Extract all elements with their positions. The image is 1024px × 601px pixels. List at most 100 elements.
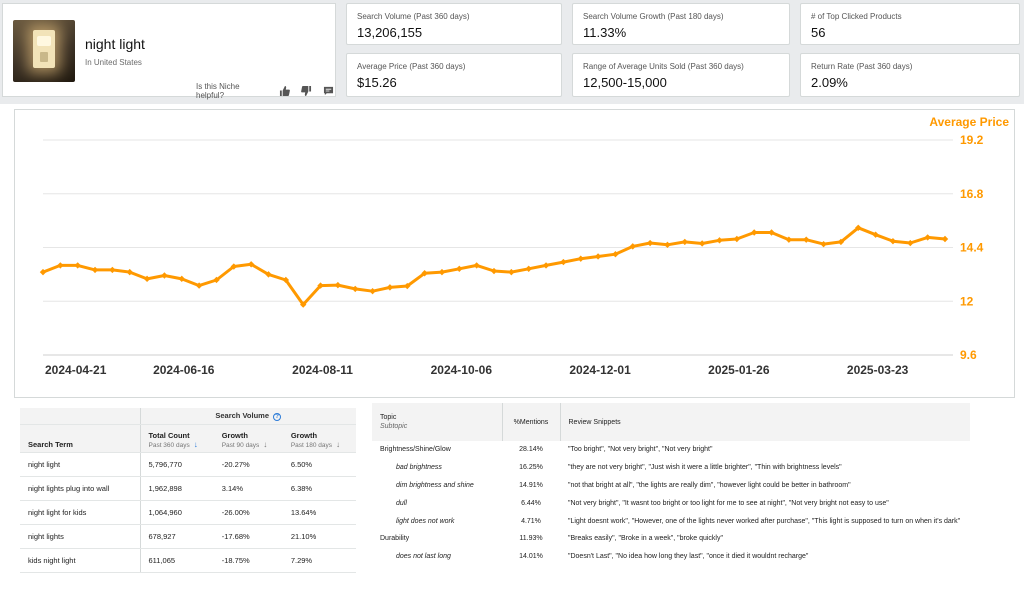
metric-value: 2.09% <box>811 75 848 90</box>
data-point[interactable] <box>143 275 151 283</box>
data-point[interactable] <box>438 268 446 276</box>
x-tick-label: 2024-12-01 <box>569 363 631 377</box>
data-point[interactable] <box>404 282 411 290</box>
data-point[interactable] <box>265 271 272 278</box>
data-point[interactable] <box>247 261 255 268</box>
metric-value: 11.33% <box>583 25 627 40</box>
data-point[interactable] <box>195 282 203 289</box>
data-point[interactable] <box>126 268 133 276</box>
x-tick-label: 2025-01-26 <box>708 363 770 377</box>
data-point[interactable] <box>109 266 116 274</box>
data-point[interactable] <box>716 237 723 244</box>
y-tick-label: 19.2 <box>960 133 984 147</box>
data-point[interactable] <box>456 265 463 272</box>
metric-label: Search Volume (Past 360 days) <box>357 12 470 21</box>
data-point[interactable] <box>508 268 515 276</box>
data-point[interactable] <box>161 272 168 279</box>
data-point[interactable] <box>768 229 775 236</box>
sort-down-icon[interactable]: ↓ <box>193 439 198 449</box>
table-row[interactable]: kids night light 611,065 -18.75% 7.29% <box>20 548 356 573</box>
data-point[interactable] <box>299 301 307 308</box>
metric-search-volume: Search Volume (Past 360 days) 13,206,155 <box>346 3 562 45</box>
growth-180-cell: 21.10% <box>282 524 356 549</box>
data-point[interactable] <box>577 255 584 262</box>
growth-90-cell: -26.00% <box>213 500 283 525</box>
data-point[interactable] <box>317 282 324 289</box>
mentions-cell: 4.71% <box>521 517 541 525</box>
niche-title: night light <box>85 36 145 52</box>
data-point[interactable] <box>820 240 827 248</box>
data-point[interactable] <box>473 262 480 269</box>
col-mentions[interactable]: %Mentions <box>501 403 561 441</box>
data-point[interactable] <box>74 262 81 269</box>
data-point[interactable] <box>629 243 636 250</box>
table-row[interactable]: night lights plug into wall 1,962,898 3.14… <box>20 476 356 501</box>
subtopic-row: dim brightness and shine 14.91% "not that … <box>372 477 970 495</box>
data-point[interactable] <box>594 253 602 260</box>
metric-label: Average Price (Past 360 days) <box>357 62 466 71</box>
topic-cell: Durability <box>380 535 410 543</box>
data-point[interactable] <box>282 276 290 284</box>
data-point[interactable] <box>178 275 185 283</box>
data-point[interactable] <box>386 284 394 291</box>
metric-units-sold-range: Range of Average Units Sold (Past 360 da… <box>572 53 790 97</box>
table-row[interactable]: night lights 678,927 -17.68% 21.10% <box>20 524 356 549</box>
sort-down-icon[interactable]: ↓ <box>263 439 268 449</box>
data-point[interactable] <box>698 240 706 247</box>
subtopic-row: bad brightness 16.25% "they are not very b… <box>372 459 970 477</box>
data-point[interactable] <box>230 263 238 270</box>
snippet-cell: "Too bright", "Not very bright", "Not ve… <box>568 446 713 454</box>
data-point[interactable] <box>352 285 359 293</box>
data-point[interactable] <box>837 238 845 246</box>
data-point[interactable] <box>681 238 689 246</box>
data-point[interactable] <box>612 251 619 258</box>
data-point[interactable] <box>803 236 810 243</box>
data-point[interactable] <box>91 266 99 274</box>
mentions-cell: 11.93% <box>519 535 543 543</box>
data-point[interactable] <box>750 229 758 236</box>
col-growth-180[interactable]: Growth Past 180 days ↓ <box>282 424 356 453</box>
data-point[interactable] <box>785 236 793 243</box>
data-point[interactable] <box>664 241 671 249</box>
data-point[interactable] <box>39 268 47 276</box>
help-icon[interactable]: ? <box>273 412 282 421</box>
data-point[interactable] <box>907 239 914 247</box>
thumbs-up-icon[interactable] <box>278 85 292 97</box>
y-tick-label: 9.6 <box>960 348 977 362</box>
col-topic: Topic Subtopic <box>372 403 502 441</box>
data-point[interactable] <box>334 281 342 289</box>
data-point[interactable] <box>889 238 897 245</box>
data-point[interactable] <box>490 267 498 275</box>
data-point[interactable] <box>421 270 428 277</box>
metric-average-price: Average Price (Past 360 days) $15.26 <box>346 53 562 97</box>
data-point[interactable] <box>525 265 532 272</box>
data-point[interactable] <box>855 224 862 231</box>
metric-value: 56 <box>811 25 826 40</box>
data-point[interactable] <box>646 239 654 247</box>
data-point[interactable] <box>560 258 567 266</box>
table-row[interactable]: night light for kids 1,064,960 -26.00% 13.6… <box>20 500 356 525</box>
data-point[interactable] <box>213 276 220 284</box>
total-count-cell: 611,065 <box>139 548 214 573</box>
series-line-average-price <box>42 226 946 307</box>
data-point[interactable] <box>57 262 64 269</box>
col-growth-90[interactable]: Growth Past 90 days ↓ <box>213 424 283 453</box>
thumbs-down-icon[interactable] <box>300 85 314 97</box>
table-row[interactable]: night light 5,796,770 -20.27% 6.50% <box>20 452 356 477</box>
sort-down-icon[interactable]: ↓ <box>336 439 341 449</box>
data-point[interactable] <box>369 287 376 295</box>
col-total-count[interactable]: Total Count Past 360 days ↓ <box>139 424 214 453</box>
comment-icon[interactable] <box>321 85 335 97</box>
metric-label: # of Top Clicked Products <box>811 12 902 21</box>
snippet-cell: "Light doesnt work", "However, one of th… <box>568 517 961 525</box>
data-point[interactable] <box>941 235 949 243</box>
growth-180-cell: 7.29% <box>282 548 356 573</box>
data-point[interactable] <box>733 235 741 243</box>
data-point[interactable] <box>542 262 550 269</box>
snippet-cell: "Not very bright", "It wasnt too bright … <box>568 499 889 507</box>
x-tick-label: 2024-06-16 <box>153 363 215 377</box>
total-count-cell: 1,064,960 <box>139 500 214 525</box>
topic-cell: Brightness/Shine/Glow <box>380 446 451 454</box>
col-search-term[interactable]: Search Term <box>20 424 140 453</box>
niche-thumbnail <box>13 20 75 82</box>
